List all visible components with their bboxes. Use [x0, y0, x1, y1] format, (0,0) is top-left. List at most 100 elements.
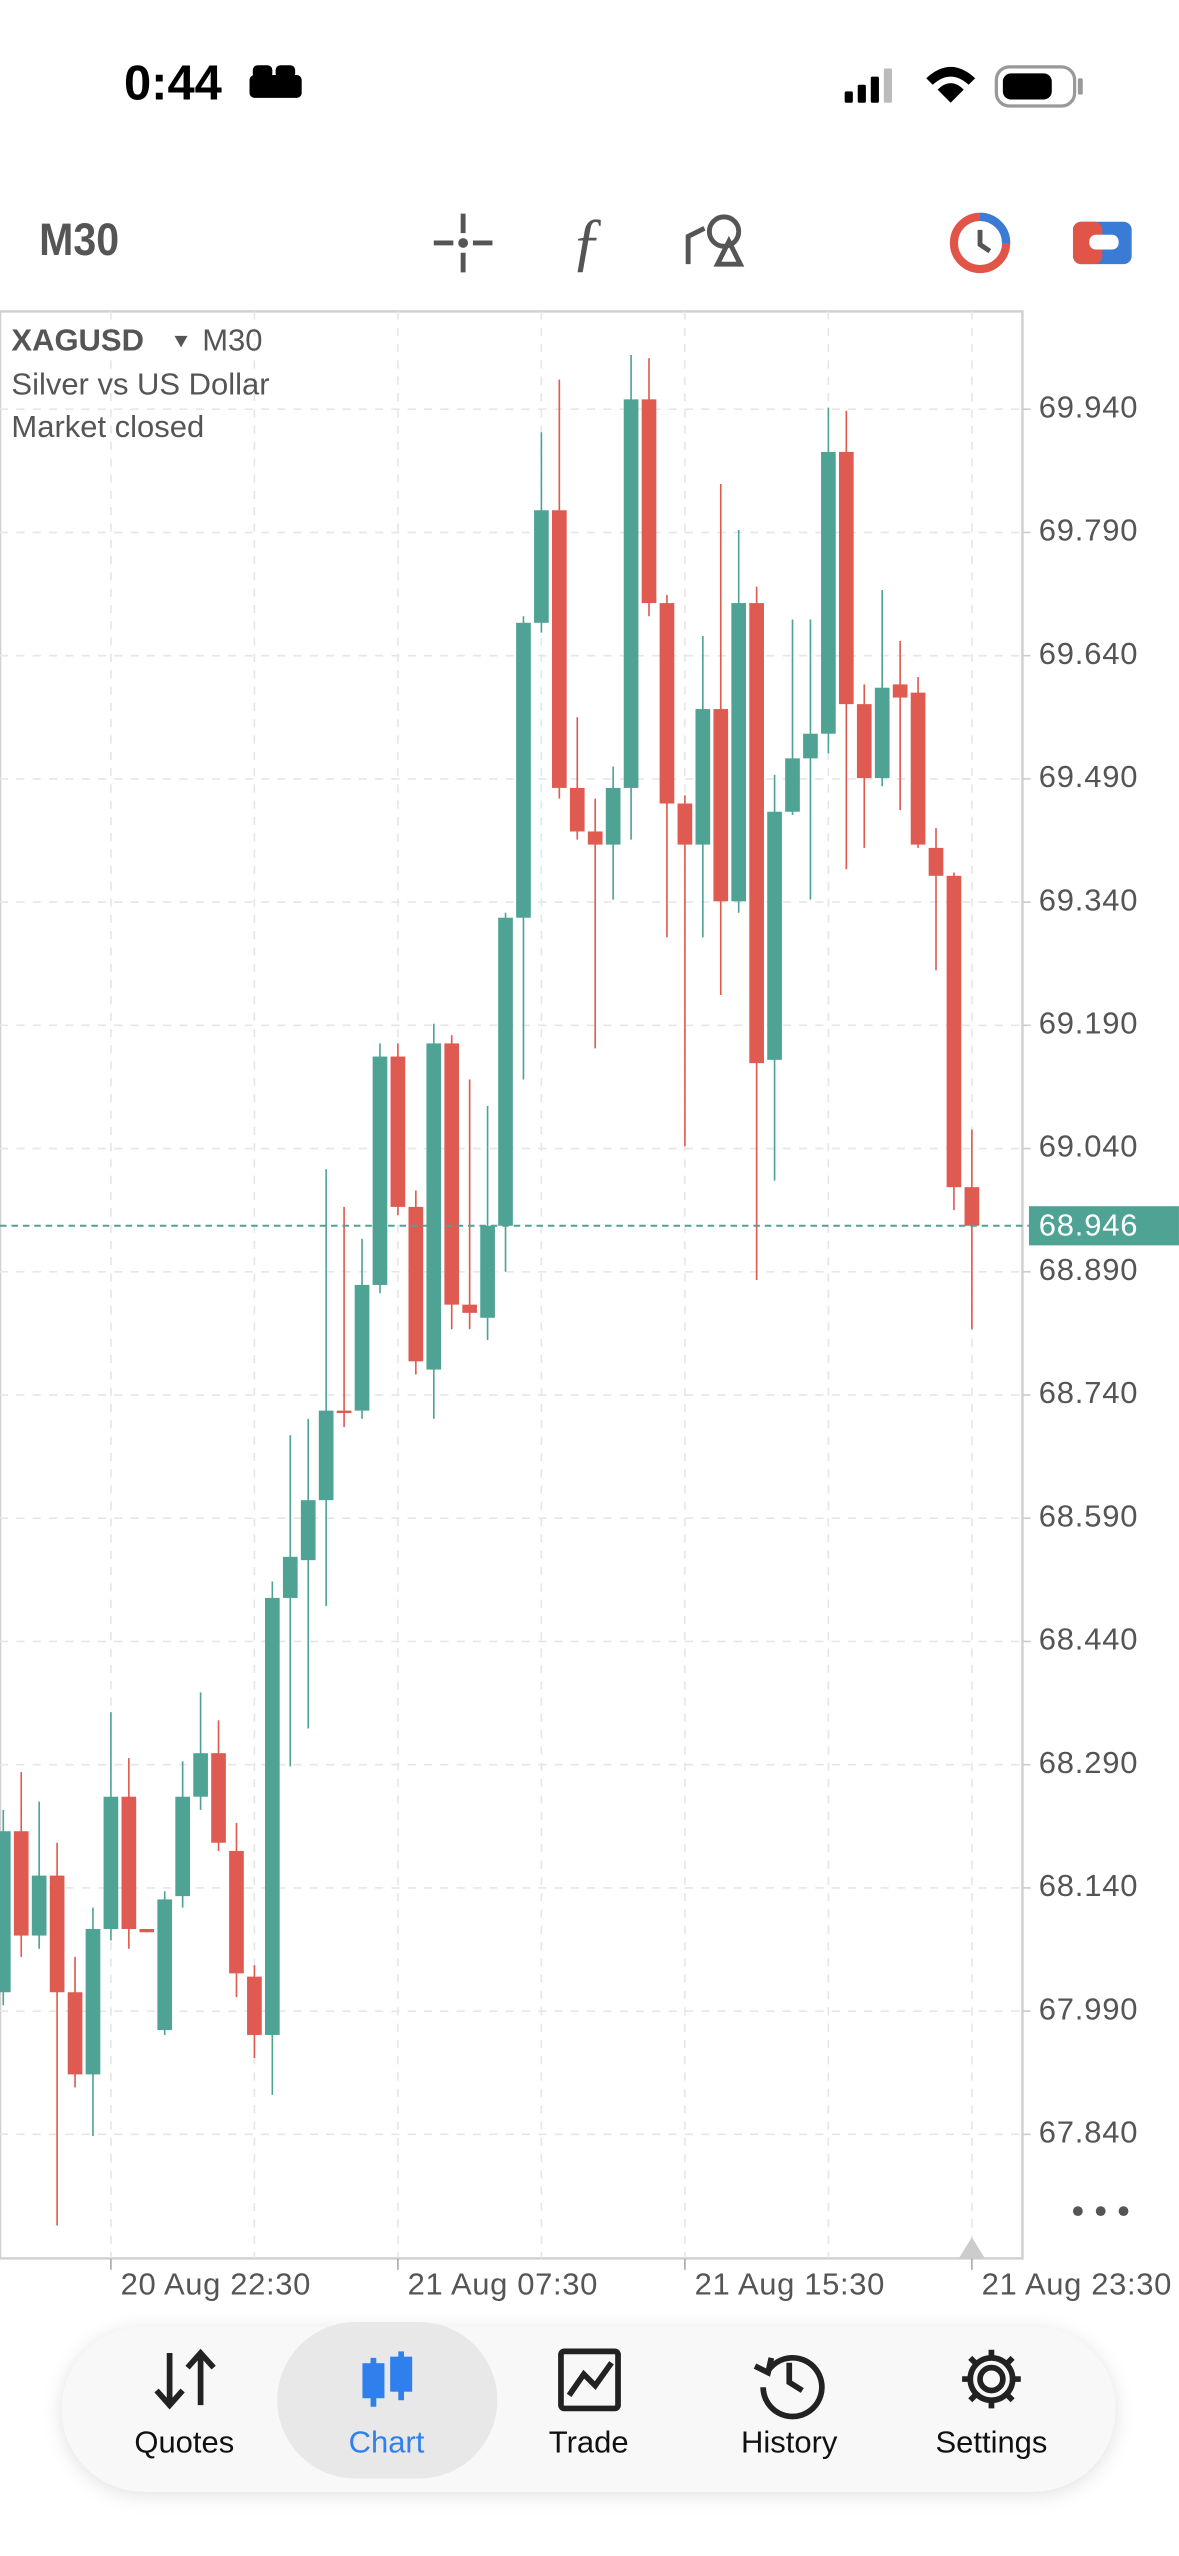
candle-body [211, 1753, 226, 1843]
chart-timeframe: M30 [202, 323, 262, 358]
candle-body [551, 510, 567, 788]
candle-body [282, 1556, 298, 1598]
scroll-marker [958, 2237, 985, 2259]
candle-body [928, 847, 944, 876]
tab-label[interactable]: Chart [349, 2424, 425, 2459]
candle-body [247, 1976, 262, 2035]
candle-body [193, 1753, 208, 1797]
plot-frame [0, 310, 1024, 2260]
candle-body [856, 704, 872, 779]
y-tick-label: 68.740 [1039, 1375, 1139, 1410]
candle-body [641, 399, 657, 604]
toolbar-timeframe[interactable]: M30 [39, 215, 119, 265]
candle-body [85, 1928, 101, 2075]
chart-title: XAGUSD [11, 323, 143, 358]
candle-body [677, 803, 693, 845]
x-tick-label: 21 Aug 23:30 [982, 2266, 1172, 2301]
candle-body [408, 1206, 424, 1362]
y-tick-label: 69.640 [1039, 636, 1139, 671]
x-tick-label: 21 Aug 07:30 [408, 2266, 598, 2301]
tab-icons [154, 2348, 1021, 2420]
candle-body [0, 1831, 11, 1993]
candle-body [462, 1304, 477, 1313]
candle-body [121, 1796, 137, 1929]
crosshair-icon[interactable] [433, 213, 493, 273]
candle-body [946, 875, 962, 1188]
y-tick-label: 69.340 [1039, 882, 1139, 917]
tab-label[interactable]: Trade [549, 2424, 629, 2459]
plot: 69.940 69.790 69.640 69.490 69.340 69.190 69.0… [0, 311, 1179, 2301]
candle-body [605, 787, 621, 845]
more-icon[interactable] [1072, 2206, 1129, 2217]
candle-body [480, 1225, 495, 1318]
account-icon[interactable] [1072, 221, 1132, 265]
candle-body [390, 1056, 406, 1207]
candle-body [318, 1410, 334, 1501]
x-tick-label: 20 Aug 22:30 [121, 2266, 311, 2301]
symbol-dropdown[interactable] [174, 335, 188, 348]
candle-body [569, 787, 585, 832]
y-tick-label: 69.940 [1039, 389, 1139, 424]
candle-body [336, 1410, 352, 1414]
candle-body [139, 1928, 155, 1933]
candle-body [892, 684, 908, 698]
y-tick-label: 69.490 [1039, 759, 1139, 794]
last-price-label: 68.946 [1039, 1208, 1139, 1243]
candle-body [372, 1056, 388, 1285]
candle-body [534, 510, 549, 623]
candle-body [623, 399, 639, 788]
y-tick-label: 68.440 [1039, 1622, 1139, 1657]
chart-subtitle: Silver vs US Dollar [11, 367, 269, 402]
clock-icon[interactable] [949, 212, 1011, 274]
candle-body [821, 451, 836, 734]
chart-annotation: Market closed [11, 409, 204, 444]
y-tick-label: 67.840 [1039, 2115, 1139, 2150]
tab-label[interactable]: History [741, 2424, 838, 2459]
candle-body [157, 1899, 173, 2031]
candle-body [67, 1992, 83, 2075]
candle-body [695, 709, 711, 845]
x-tick-label: 21 Aug 15:30 [695, 2266, 885, 2301]
candle-body [354, 1284, 370, 1411]
candle-body [516, 622, 531, 918]
candle-body [103, 1796, 119, 1929]
candle-body [229, 1850, 244, 1974]
status-time: 0:44 [124, 56, 222, 110]
y-tick-label: 69.790 [1039, 513, 1139, 548]
candle-body [587, 831, 603, 845]
candle-body [785, 758, 800, 812]
objects-icon[interactable] [685, 214, 745, 267]
candle-body [713, 709, 729, 902]
candle-body [874, 687, 890, 779]
candle-body [13, 1831, 29, 1936]
y-tick-label: 69.040 [1039, 1129, 1139, 1164]
indicators-icon[interactable]: ƒ [571, 206, 604, 278]
candle-body [803, 733, 818, 759]
tab-label[interactable]: Settings [935, 2424, 1047, 2459]
y-tick-label: 67.990 [1039, 1991, 1139, 2026]
chart-header: XAGUSD M30 Silver vs US Dollar Market cl… [11, 323, 269, 444]
candle-body [838, 451, 854, 705]
candle-body [964, 1187, 980, 1226]
candle-body [31, 1875, 47, 1936]
y-tick-label: 68.590 [1039, 1498, 1139, 1533]
candle-body [49, 1875, 65, 1993]
tab-label[interactable]: Quotes [134, 2424, 234, 2459]
status-icons [249, 65, 1083, 108]
candle-body [767, 811, 782, 1060]
candle-body [498, 917, 513, 1226]
last-price-box [1028, 1206, 1179, 1246]
candle-body [749, 603, 764, 1064]
y-tick-label: 68.890 [1039, 1252, 1139, 1287]
candle-body [300, 1500, 316, 1561]
candle-body [426, 1043, 442, 1370]
candle-body [731, 603, 747, 902]
candle-body [265, 1597, 280, 2035]
active-tab-highlight [277, 2322, 498, 2479]
candle-body [175, 1796, 190, 1897]
candle-body [659, 603, 675, 804]
candle-body [910, 692, 926, 845]
candle-body [444, 1043, 460, 1305]
